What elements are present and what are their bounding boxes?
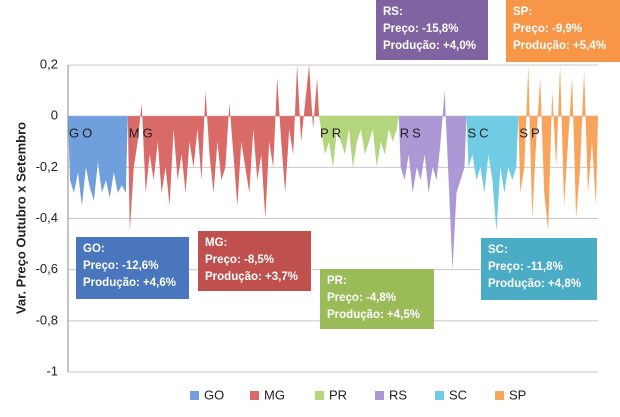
legend-label: RS	[389, 387, 407, 402]
legend-label: SC	[449, 387, 467, 402]
annotation-text: Produção: +4,6%	[83, 277, 176, 289]
annotation-text: Preço: -11,8%	[488, 261, 563, 273]
segment-label: MG	[129, 126, 156, 141]
annotation: SP: Preço: -9,9% Produção: +5,4%	[506, 0, 620, 62]
annotation-box	[506, 0, 620, 62]
annotation-text: MG:	[205, 237, 227, 249]
annotation-text: Preço: -8,5%	[205, 254, 274, 266]
annotation: SC: Preço: -11,8% Produção: +4,8%	[481, 238, 597, 300]
annotation-text: RS:	[383, 6, 403, 18]
area	[127, 65, 320, 232]
y-tick-label: -0,4	[36, 210, 58, 225]
annotation-text: Produção: +4,0%	[383, 40, 476, 52]
annotation-box	[76, 237, 189, 299]
annotation-box	[481, 238, 597, 300]
annotation: GO: Preço: -12,6% Produção: +4,6%	[76, 237, 189, 299]
y-tick-label: -0,8	[36, 312, 58, 327]
area	[466, 116, 519, 232]
annotation-text: Preço: -12,6%	[83, 260, 158, 272]
legend-label: PR	[329, 387, 347, 402]
segment-label: SC	[467, 126, 491, 141]
annotation-box	[198, 231, 311, 291]
annotation-text: SC:	[488, 244, 508, 256]
area	[68, 116, 128, 206]
area	[518, 65, 598, 232]
annotation-text: Preço: -15,8%	[383, 23, 458, 35]
y-tick-label: -1	[46, 363, 58, 378]
annotation-text: SP:	[513, 6, 532, 18]
annotation: RS: Preço: -15,8% Produção: +4,0%	[376, 0, 488, 60]
legend-swatch	[190, 391, 199, 400]
annotation-text: Produção: +4,5%	[327, 309, 420, 321]
annotation-box	[320, 269, 434, 329]
y-axis-label: Var. Preço Outubro x Setembro	[13, 122, 28, 314]
annotation-text: Preço: -4,8%	[327, 292, 396, 304]
annotation: MG: Preço: -8,5% Produção: +3,7%	[198, 231, 311, 291]
area	[398, 90, 467, 270]
segment-label: PR	[320, 126, 344, 141]
annotation: PR: Preço: -4,8% Produção: +4,5%	[320, 269, 434, 329]
legend-label: GO	[204, 387, 224, 402]
segment-label: RS	[400, 126, 424, 141]
y-tick-label: -0,6	[36, 261, 58, 276]
annotation-text: PR:	[327, 275, 347, 287]
legend-swatch	[435, 391, 444, 400]
y-tick-label: 0	[51, 108, 58, 123]
y-tick-label: -0,2	[36, 159, 58, 174]
legend-swatch	[315, 391, 324, 400]
annotation-text: Preço: -9,9%	[513, 23, 582, 35]
legend-swatch	[250, 391, 259, 400]
legend-label: SP	[509, 387, 526, 402]
segment-label: SP	[519, 126, 542, 141]
annotation-text: Produção: +4,8%	[488, 278, 581, 290]
segment-label: GO	[69, 126, 95, 141]
annotation-text: Produção: +3,7%	[205, 271, 298, 283]
area	[319, 116, 399, 168]
annotation-text: Produção: +5,4%	[513, 40, 606, 52]
annotation-box	[376, 0, 488, 60]
legend-swatch	[495, 391, 504, 400]
legend-swatch	[375, 391, 384, 400]
y-tick-label: 0,2	[40, 56, 58, 71]
annotation-text: GO:	[83, 243, 105, 255]
legend-label: MG	[264, 387, 285, 402]
